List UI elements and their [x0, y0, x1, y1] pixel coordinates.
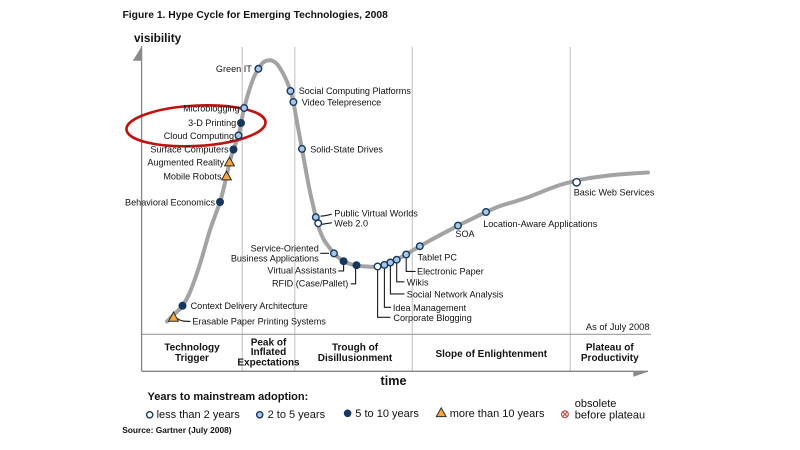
- svg-text:Basic Web Services: Basic Web Services: [574, 188, 655, 198]
- svg-text:Public Virtual Worlds: Public Virtual Worlds: [334, 209, 418, 219]
- svg-text:Idea Management: Idea Management: [393, 303, 467, 313]
- svg-text:Peak of: Peak of: [251, 338, 287, 349]
- svg-text:Video Telepresence: Video Telepresence: [302, 98, 382, 108]
- svg-text:before plateau: before plateau: [575, 409, 645, 421]
- svg-text:visibility: visibility: [134, 31, 182, 45]
- svg-text:Inflated: Inflated: [251, 347, 287, 358]
- svg-text:Plateau of: Plateau of: [586, 343, 634, 354]
- svg-text:Virtual Assistants: Virtual Assistants: [267, 266, 337, 276]
- svg-text:Trough of: Trough of: [332, 343, 379, 354]
- svg-text:2 to 5 years: 2 to 5 years: [268, 409, 326, 421]
- svg-text:Web 2.0: Web 2.0: [334, 218, 368, 228]
- svg-text:Surface Computers: Surface Computers: [150, 145, 229, 155]
- svg-text:obsolete: obsolete: [575, 398, 617, 410]
- svg-text:Green IT: Green IT: [216, 64, 252, 74]
- svg-text:Tablet PC: Tablet PC: [418, 252, 458, 262]
- svg-text:Solid-State Drives: Solid-State Drives: [310, 144, 383, 154]
- svg-text:Erasable Paper Printing System: Erasable Paper Printing Systems: [192, 317, 326, 327]
- svg-text:less than 2 years: less than 2 years: [157, 409, 241, 421]
- svg-text:Wikis: Wikis: [407, 277, 429, 287]
- svg-text:Location-Aware Applications: Location-Aware Applications: [483, 219, 598, 229]
- svg-text:Source: Gartner (July 2008): Source: Gartner (July 2008): [122, 425, 232, 435]
- svg-text:Social Computing Platforms: Social Computing Platforms: [299, 86, 412, 96]
- svg-text:Trigger: Trigger: [175, 353, 209, 364]
- svg-text:As of July 2008: As of July 2008: [586, 322, 650, 332]
- svg-text:Augmented Reality: Augmented Reality: [147, 158, 224, 168]
- svg-text:SOA: SOA: [455, 229, 475, 239]
- svg-text:Disillusionment: Disillusionment: [318, 353, 393, 364]
- svg-text:Context Delivery Architecture: Context Delivery Architecture: [191, 301, 308, 311]
- svg-text:more than 10 years: more than 10 years: [450, 408, 545, 420]
- svg-text:Behavioral Economics: Behavioral Economics: [125, 198, 215, 208]
- svg-text:time: time: [381, 374, 407, 388]
- svg-text:Cloud Computing: Cloud Computing: [164, 131, 234, 141]
- svg-text:Productivity: Productivity: [581, 353, 639, 364]
- svg-text:RFID (Case/Pallet): RFID (Case/Pallet): [272, 279, 348, 289]
- svg-text:3-D Printing: 3-D Printing: [188, 118, 236, 128]
- svg-text:Corporate Blogging: Corporate Blogging: [393, 313, 471, 323]
- svg-text:Expectations: Expectations: [237, 358, 300, 369]
- svg-text:Social Network Analysis: Social Network Analysis: [407, 289, 504, 299]
- svg-text:Years to mainstream adoption:: Years to mainstream adoption:: [148, 391, 309, 403]
- svg-text:Business Applications: Business Applications: [231, 253, 319, 263]
- svg-text:Electronic Paper: Electronic Paper: [417, 267, 484, 277]
- svg-text:Slope of Enlightenment: Slope of Enlightenment: [435, 349, 547, 360]
- svg-text:Figure 1. Hype Cycle for Emerg: Figure 1. Hype Cycle for Emerging Techno…: [123, 10, 389, 21]
- svg-text:Mobile Robots: Mobile Robots: [163, 172, 222, 182]
- svg-text:5 to 10 years: 5 to 10 years: [355, 408, 419, 420]
- svg-text:Technology: Technology: [164, 343, 220, 354]
- svg-text:Service-Oriented: Service-Oriented: [251, 243, 319, 253]
- svg-text:Microblogging: Microblogging: [183, 103, 240, 113]
